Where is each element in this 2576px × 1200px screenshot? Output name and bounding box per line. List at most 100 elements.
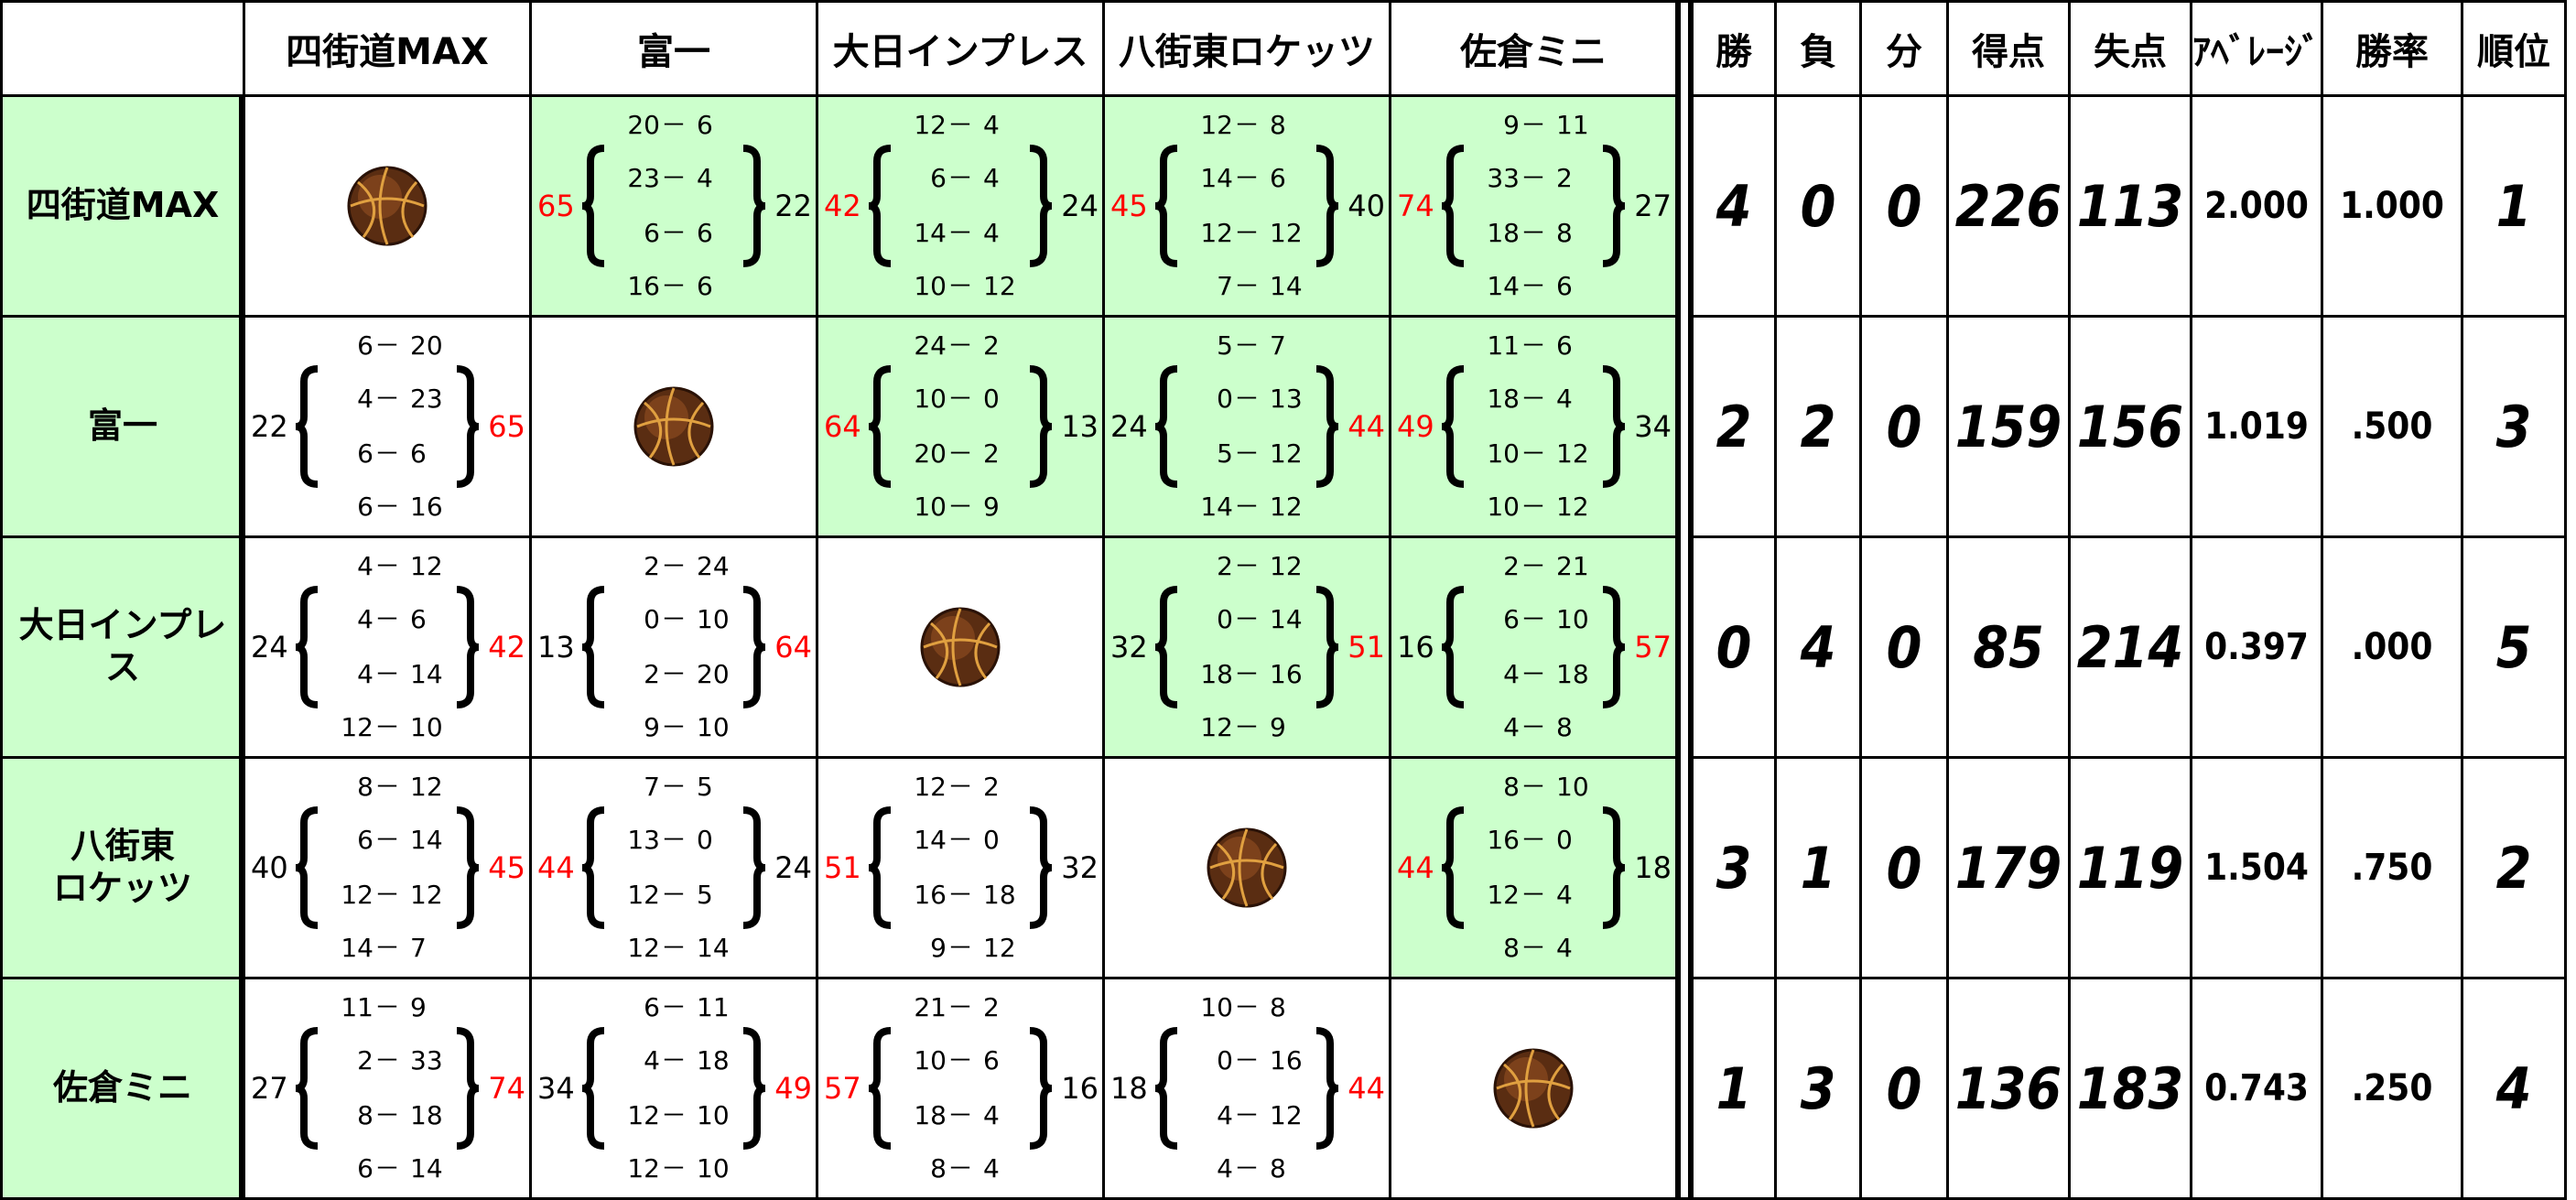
team-total: 51 (824, 850, 861, 885)
quarter-points: 12 (627, 1153, 660, 1184)
team-total: 40 (251, 850, 288, 885)
quarter-points: 8 (1270, 992, 1286, 1022)
brace-path (456, 365, 480, 488)
brace-path (1441, 145, 1465, 267)
quarter-score: 12 － 12 (1105, 218, 1389, 249)
separator: － (1521, 825, 1547, 855)
quarter-points: 12 (627, 933, 660, 963)
quarter-points: 18 (697, 1045, 730, 1076)
brace-path (1315, 145, 1339, 267)
separator: － (661, 712, 687, 742)
brace-path (1602, 365, 1626, 488)
separator: － (1521, 880, 1547, 910)
quarter-points: 14 (410, 659, 443, 689)
quarter-score: 0 － 10 (532, 604, 816, 635)
brace-path (581, 145, 605, 267)
separator: － (661, 880, 687, 910)
separator: － (1234, 492, 1261, 522)
quarter-points: 12 (410, 551, 443, 581)
opponent-total: 74 (488, 1071, 525, 1106)
quarter-points: 12 (1487, 880, 1520, 910)
quarter-points: 4 (357, 659, 373, 689)
stat-value: 0 (1862, 318, 1946, 535)
quarter-points: 8 (1556, 712, 1573, 742)
separator: － (1521, 110, 1547, 140)
quarter-points: 11 (341, 992, 373, 1022)
team-total: 13 (537, 630, 575, 665)
quarter-points: 12 (410, 880, 443, 910)
basketball-icon (920, 607, 1001, 687)
brace (1441, 365, 1465, 488)
quarter-points: 10 (1200, 992, 1233, 1022)
stat-value: 1 (2463, 97, 2564, 315)
brace (1441, 806, 1465, 929)
quarter-score: 18 － 4 (818, 1100, 1102, 1131)
separator: － (1521, 218, 1547, 248)
quarter-score: 12 － 12 (245, 880, 529, 911)
opponent-total: 24 (774, 850, 812, 885)
brace (1441, 586, 1465, 708)
quarter-points: 18 (914, 1100, 947, 1130)
opponent-total: 13 (1061, 409, 1099, 444)
separator: － (1521, 163, 1547, 193)
stat-value: 183 (2071, 979, 2190, 1197)
separator: － (661, 659, 687, 689)
quarter-points: 11 (1556, 110, 1589, 140)
brace-path (295, 586, 319, 708)
game-cell: 9 － 11 33 － 2 18 － 8 14 － 6 74 27 (1391, 97, 1675, 315)
separator: － (374, 492, 401, 522)
quarter-points: 8 (1556, 218, 1573, 248)
team-total: 65 (537, 189, 575, 223)
stat-header: 失点 (2071, 3, 2190, 94)
separator: － (374, 712, 401, 742)
quarter-points: 18 (1487, 384, 1520, 414)
game-cell: 2 － 21 6 － 10 4 － 18 4 － 8 16 57 (1391, 538, 1675, 756)
brace-path (581, 806, 605, 929)
stat-value: 226 (1949, 97, 2068, 315)
brace (868, 806, 892, 929)
quarter-score: 12 － 9 (1105, 712, 1389, 743)
brace (456, 1027, 480, 1150)
quarter-points: 16 (1270, 1045, 1303, 1076)
stat-value: 113 (2071, 97, 2190, 315)
brace (1315, 365, 1339, 488)
quarter-points: 8 (1270, 110, 1286, 140)
brace-path (742, 806, 766, 929)
stat-value: 0 (1862, 759, 1946, 977)
stat-value: 1.504 (2192, 759, 2321, 977)
quarter-points: 21 (1556, 551, 1589, 581)
game-cell: 11 － 6 18 － 4 10 － 12 10 － 12 49 34 (1391, 318, 1675, 535)
quarter-points: 4 (983, 110, 1000, 140)
quarter-score: 12 － 2 (818, 772, 1102, 803)
quarter-points: 10 (410, 712, 443, 742)
basketball-icon (1207, 827, 1287, 908)
quarter-points: 7 (644, 772, 660, 802)
brace-path (868, 365, 892, 488)
quarter-score: 12 － 8 (1105, 110, 1389, 141)
brace (295, 586, 319, 708)
quarter-points: 9 (1503, 110, 1520, 140)
quarter-score: 2 － 33 (245, 1045, 529, 1076)
quarter-points: 8 (357, 1100, 373, 1130)
separator: － (947, 825, 974, 855)
quarter-points: 4 (1217, 1153, 1233, 1184)
brace (295, 806, 319, 929)
brace (868, 145, 892, 267)
separator: － (374, 933, 401, 963)
stat-value: 3 (2463, 318, 2564, 535)
brace (295, 1027, 319, 1150)
brace (1029, 365, 1053, 488)
separator: － (1521, 604, 1547, 634)
quarter-points: 20 (914, 438, 947, 469)
quarter-points: 4 (1503, 712, 1520, 742)
separator: － (1234, 1045, 1261, 1076)
quarter-points: 18 (983, 880, 1016, 910)
separator: － (374, 330, 401, 361)
quarter-points: 6 (357, 492, 373, 522)
quarter-points: 6 (697, 110, 713, 140)
brace-path (1602, 586, 1626, 708)
quarter-points: 20 (697, 659, 730, 689)
game-cell: 7 － 5 13 － 0 12 － 5 12 － 14 44 24 (532, 759, 816, 977)
quarter-points: 6 (1556, 271, 1573, 301)
